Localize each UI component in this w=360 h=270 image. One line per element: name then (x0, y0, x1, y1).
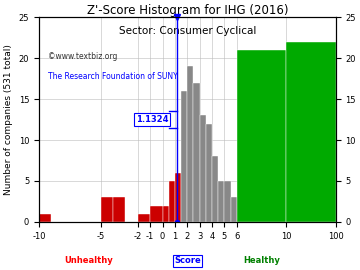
Bar (138, 214, 150, 222)
Text: ©www.textbiz.org: ©www.textbiz.org (48, 52, 117, 61)
Text: The Research Foundation of SUNY: The Research Foundation of SUNY (48, 72, 177, 82)
Bar (218, 181, 224, 222)
Bar (150, 205, 163, 222)
Bar (200, 116, 206, 222)
Bar (163, 205, 169, 222)
Text: Healthy: Healthy (243, 256, 280, 265)
Text: Unhealthy: Unhealthy (64, 256, 113, 265)
Bar (39, 214, 51, 222)
Text: Sector: Consumer Cyclical: Sector: Consumer Cyclical (118, 26, 256, 36)
Y-axis label: Number of companies (531 total): Number of companies (531 total) (4, 44, 13, 195)
Bar (101, 197, 113, 222)
Text: Score: Score (174, 256, 201, 265)
Bar (169, 181, 175, 222)
Bar (224, 181, 230, 222)
Bar (175, 173, 181, 222)
Bar (193, 83, 200, 222)
Bar (212, 156, 218, 222)
Title: Z'-Score Histogram for IHG (2016): Z'-Score Histogram for IHG (2016) (86, 4, 288, 17)
Bar (286, 42, 336, 222)
Bar (237, 50, 286, 222)
Bar (206, 124, 212, 222)
Bar (181, 91, 187, 222)
Bar (187, 66, 193, 222)
Text: 1.1324: 1.1324 (136, 115, 168, 124)
Bar (230, 197, 237, 222)
Bar (113, 197, 126, 222)
